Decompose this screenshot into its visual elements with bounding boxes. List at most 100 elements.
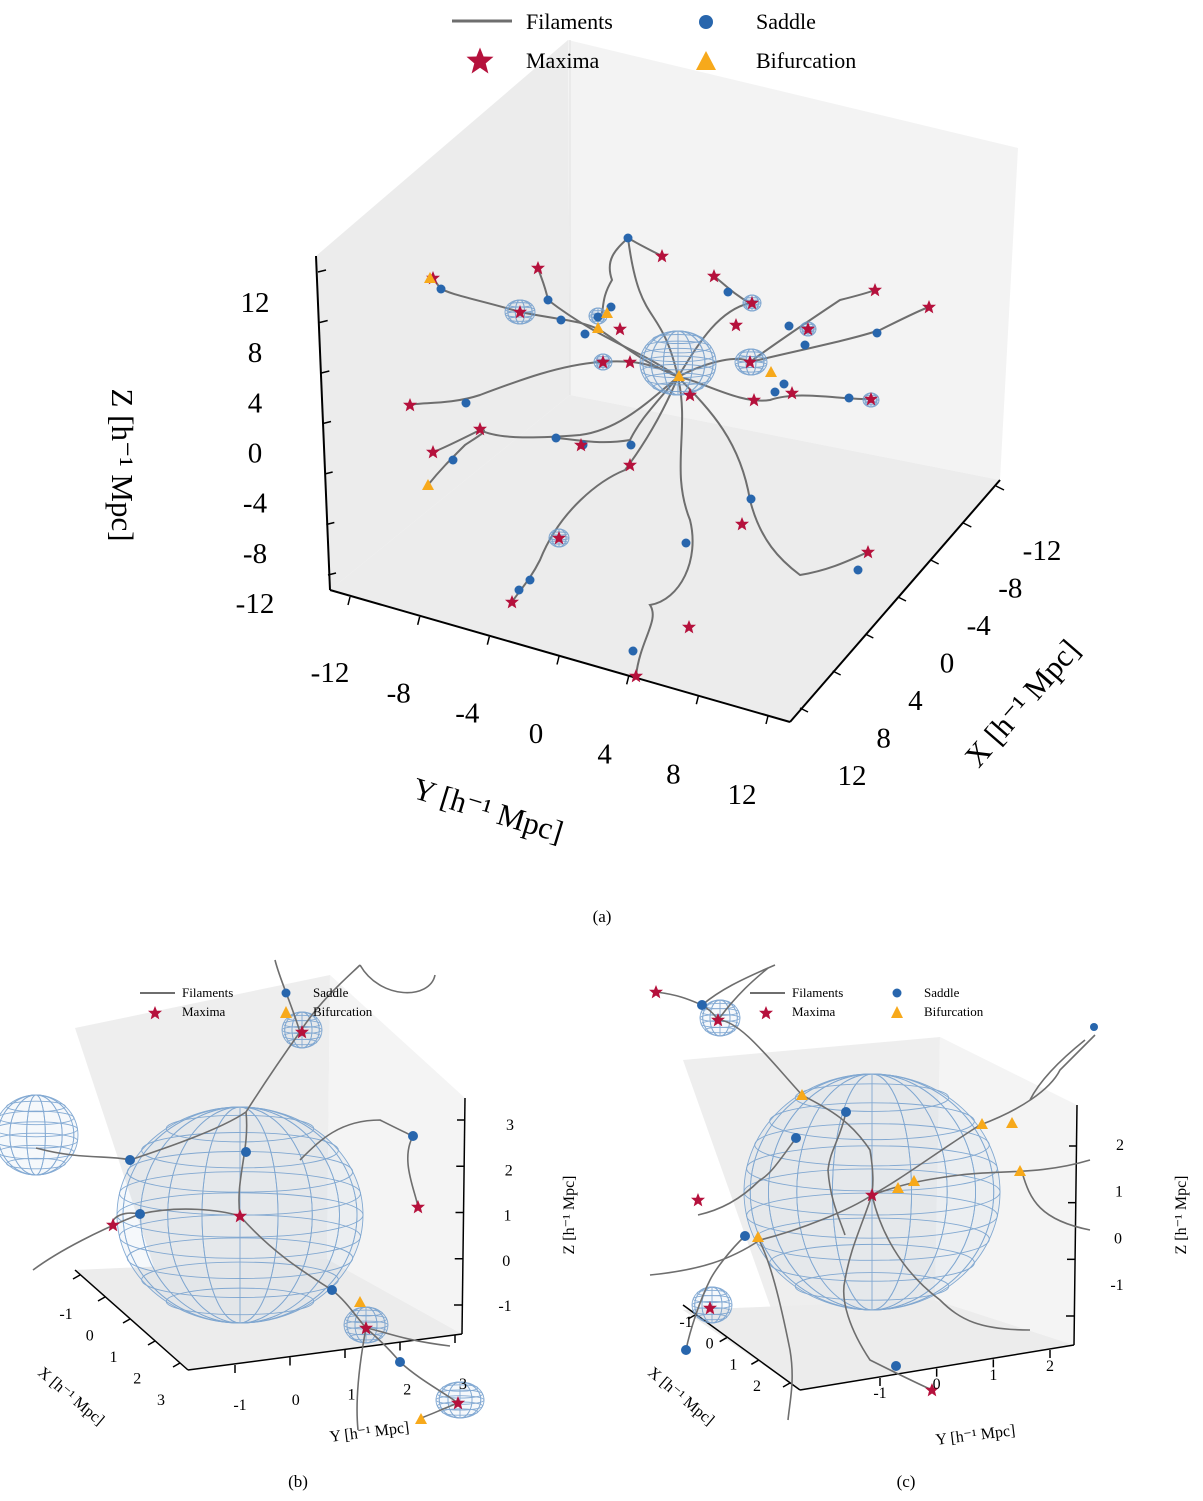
filament [238,1111,248,1217]
x-tick-labels-a: -12-8-4 048 12 [838,535,1062,792]
pane-floor [330,395,1000,722]
saddle-point [135,1209,145,1219]
x-axis-spine [789,479,1001,723]
tick-label: -12 [236,588,275,620]
tick-label: 1 [504,1208,512,1225]
tick-label: 0 [940,648,955,680]
tick-mark [322,420,332,425]
saddle-point [853,565,863,575]
tick-label: 0 [292,1392,300,1409]
tick-label: 12 [728,779,757,811]
tick-mark [799,707,809,713]
tick-label: 2 [133,1371,141,1388]
bifurcation-point [1006,1117,1018,1128]
panel-b-3d-plot: Filaments Saddle Maxima Bifurcation 3210… [0,959,578,1491]
saddle-point [681,1345,691,1355]
saddle-point [740,1231,750,1241]
saddle-point [872,328,882,338]
bifurcation-point [892,1182,904,1193]
halo-sphere [691,1286,733,1324]
tick-mark [321,370,330,374]
y-axis-label-a: Y [h⁻¹ Mpc] [409,771,568,850]
bifurcation-point [752,1231,764,1242]
tick-label: 2 [1046,1358,1054,1375]
tick-mark [995,485,1005,491]
y-tick-labels-a: -12 -8 -4 0 4 8 12 [311,657,757,811]
axis-ticks-a [317,269,1005,725]
tick-mark [897,596,907,602]
filament [32,1213,141,1271]
tick-label: 0 [1114,1230,1122,1247]
filament [299,1119,419,1208]
filament [409,360,679,406]
legend-c-filaments: Filaments [792,985,843,1000]
tick-label: -4 [967,610,992,642]
tick-label: 1 [110,1349,118,1366]
filament [697,1137,797,1216]
tick-label: -4 [455,698,480,730]
z-tick-labels-b: 3 2 1 0 -1 [498,1117,514,1315]
halo-sphere [435,1381,485,1419]
tick-label: 3 [157,1392,165,1409]
tick-label: 4 [597,738,612,770]
tick-label: -8 [243,538,267,570]
tick-mark [962,522,972,528]
tick-mark [719,1337,728,1343]
tick-mark [832,670,842,676]
caption-b: (b) [288,1472,308,1491]
filament [1029,1039,1086,1101]
saddle-point [681,538,691,548]
tick-mark [327,572,337,576]
tick-label: -1 [498,1298,511,1315]
panel-c-3d-plot: Filaments Saddle Maxima Bifurcation 210-… [644,964,1190,1491]
tick-label: -8 [998,573,1022,605]
filament [757,1237,793,1421]
filament [1021,1171,1091,1231]
legend-saddle: Saddle [756,9,816,34]
bifurcation-point [765,366,777,377]
filament [827,1111,847,1236]
tick-label: 8 [248,337,263,369]
axis-ticks-b [72,1119,465,1373]
filament [749,306,930,363]
saddle-point [891,1361,901,1371]
maxima-point [691,1193,705,1207]
tick-mark [416,616,421,626]
tick-mark [486,636,491,645]
filament [842,1194,933,1391]
tick-label: -1 [233,1397,246,1414]
caption-a: (a) [593,907,612,926]
saddle-point [551,433,561,443]
saddle-point [628,646,638,656]
filament [677,376,869,577]
saddle-point [626,440,636,450]
saddle-point [395,1357,405,1367]
tick-mark [750,1359,759,1365]
axis-ticks-c [687,1145,1077,1388]
filament [871,1034,1096,1196]
filament [685,1235,746,1351]
z-axis-label-b: Z [h⁻¹ Mpc] [561,1176,578,1255]
saddle-point [770,387,780,397]
bifurcation-point [354,1296,366,1307]
saddle-point [125,1155,135,1165]
saddle-point [461,398,471,408]
tick-label: 2 [1116,1137,1124,1154]
saddle-point [784,321,794,331]
halo-sphere [639,330,717,396]
y-tick-labels-c: -1 0 1 2 [873,1358,1054,1402]
saddle-point [697,1000,707,1010]
bifurcation-point [424,272,436,283]
z-axis-label-a: Z [h⁻¹ Mpc] [105,388,140,541]
tick-mark [319,319,328,324]
bifurcation-point [908,1175,920,1186]
tick-label: 2 [505,1162,513,1179]
filament [555,376,679,444]
bifurcation-point [592,322,604,333]
legend-b-maxima: Maxima [182,1004,226,1019]
legend-b-filaments: Filaments [182,985,233,1000]
legend-filaments: Filaments [526,9,613,34]
tick-label: 0 [933,1376,941,1393]
